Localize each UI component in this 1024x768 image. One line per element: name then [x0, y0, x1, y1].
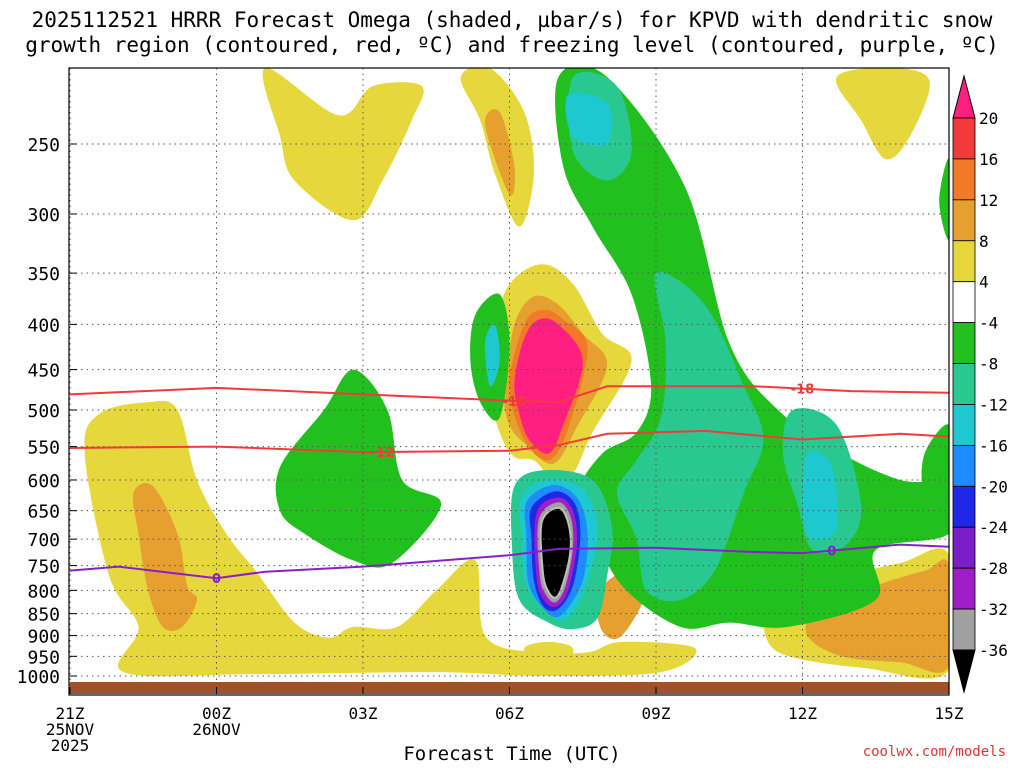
omega-region-23: [484, 323, 500, 387]
colorbar-label-13: -36: [979, 641, 1008, 660]
x-tick-label-09Z: 09Z: [642, 704, 671, 723]
omega-region-4: [262, 68, 424, 221]
colorbar-bottom-triangle: [952, 649, 976, 694]
y-tick-label-350: 350: [27, 264, 60, 285]
dgz-minus12-line: [69, 429, 950, 454]
colorbar-label-2: 12: [979, 191, 998, 210]
colorbar-band-4: [952, 281, 976, 324]
x-tick-label-21Z: 21Z: [56, 704, 85, 723]
dgz-minus12-label-0: -12: [371, 446, 395, 461]
colorbar-label-7: -12: [979, 395, 1008, 414]
x-axis-title: Forecast Time (UTC): [403, 743, 621, 765]
omega-region-3: [805, 559, 949, 673]
colorbar-band-7: [952, 404, 976, 446]
colorbar-band-11: [952, 567, 976, 610]
dgz-minus18-line: [69, 385, 950, 404]
x-tick-label-00Z: 00Z: [202, 704, 231, 723]
x-tick-label-15Z: 15Z: [935, 704, 964, 723]
title-line-2: growth region (contoured, red, ºC) and f…: [25, 33, 999, 57]
y-tick-label-850: 850: [27, 605, 60, 626]
freezing-level-label-1: 0: [827, 545, 836, 560]
y-tick-label-800: 800: [27, 581, 60, 602]
omega-region-6: [484, 109, 515, 196]
y-tick-label-700: 700: [27, 530, 60, 551]
colorbar-band-10: [952, 526, 976, 569]
colorbar-band-0: [952, 117, 976, 160]
y-tick-label-600: 600: [27, 471, 60, 492]
x-tick-sublabel-21Z-1: 2025: [51, 736, 90, 755]
dgz-minus18-label-1: -18: [791, 383, 815, 398]
colorbar-label-1: 16: [979, 150, 998, 169]
shaded-regions: [84, 68, 949, 679]
colorbar-band-9: [952, 485, 976, 528]
y-tick-label-750: 750: [27, 557, 60, 578]
colorbar-band-8: [952, 444, 976, 487]
colorbar-label-0: 20: [979, 109, 998, 128]
contour-lines: -18 -18 -12 0 0: [69, 383, 950, 587]
omega-region-19: [616, 271, 764, 602]
colorbar: 20 16 12 8 4 -4 -8 -12 -16 -20 -24 -28 -32 -36: [952, 74, 1008, 694]
x-tick-label-12Z: 12Z: [788, 704, 817, 723]
y-tick-label-900: 900: [27, 627, 60, 648]
y-tick-label-400: 400: [27, 315, 60, 336]
x-tick-sublabel-21Z-0: 25NOV: [46, 720, 95, 739]
colorbar-label-12: -32: [979, 600, 1008, 619]
freezing-level-line: [69, 543, 950, 580]
omega-region-24: [802, 450, 838, 541]
y-tick-label-500: 500: [27, 401, 60, 422]
y-tick-label-450: 450: [27, 361, 60, 382]
y-tick-label-550: 550: [27, 438, 60, 459]
x-tick-sublabel-00Z-0: 26NOV: [192, 720, 241, 739]
y-tick-label-1000: 1000: [17, 667, 60, 688]
y-tick-label-250: 250: [27, 135, 60, 156]
colorbar-label-6: -8: [979, 355, 998, 374]
omega-region-17: [939, 158, 949, 240]
y-tick-label-950: 950: [27, 647, 60, 668]
x-tick-label-03Z: 03Z: [349, 704, 378, 723]
colorbar-label-3: 8: [979, 232, 989, 251]
colorbar-band-2: [952, 199, 976, 242]
dgz-minus18-label-0: -18: [503, 395, 527, 410]
colorbar-label-10: -24: [979, 518, 1008, 537]
omega-region-7: [836, 68, 930, 160]
colorbar-band-6: [952, 363, 976, 405]
colorbar-label-5: -4: [979, 314, 998, 333]
colorbar-label-9: -20: [979, 477, 1008, 496]
omega-region-15: [275, 369, 442, 568]
x-tick-label-06Z: 06Z: [495, 704, 524, 723]
plot-frame: [68, 67, 950, 696]
colorbar-band-5: [952, 322, 976, 364]
colorbar-band-1: [952, 158, 976, 201]
omega-region-1: [132, 483, 198, 631]
omega-region-0: [84, 400, 697, 677]
y-axis: 2503003504004505005506006507007508008509…: [17, 135, 77, 688]
omega-region-22: [565, 92, 612, 147]
y-tick-label-650: 650: [27, 502, 60, 523]
watermark: coolwx.com/models: [862, 744, 1006, 760]
colorbar-label-8: -16: [979, 436, 1008, 455]
grid-lines: [69, 68, 950, 694]
chart-title: 2025112521 HRRR Forecast Omega (shaded, …: [0, 8, 1024, 58]
colorbar-label-4: 4: [979, 273, 989, 292]
omega-region-31: [539, 506, 572, 599]
y-tick-label-300: 300: [27, 205, 60, 226]
omega-region-11: [514, 318, 583, 454]
omega-region-18: [921, 424, 949, 496]
colorbar-top-triangle: [952, 74, 976, 119]
colorbar-label-11: -28: [979, 559, 1008, 578]
colorbar-band-3: [952, 240, 976, 283]
omega-region-12: [524, 641, 574, 669]
title-line-1: 2025112521 HRRR Forecast Omega (shaded, …: [31, 8, 993, 32]
freezing-level-label-0: 0: [212, 572, 221, 587]
colorbar-band-12: [952, 608, 976, 651]
